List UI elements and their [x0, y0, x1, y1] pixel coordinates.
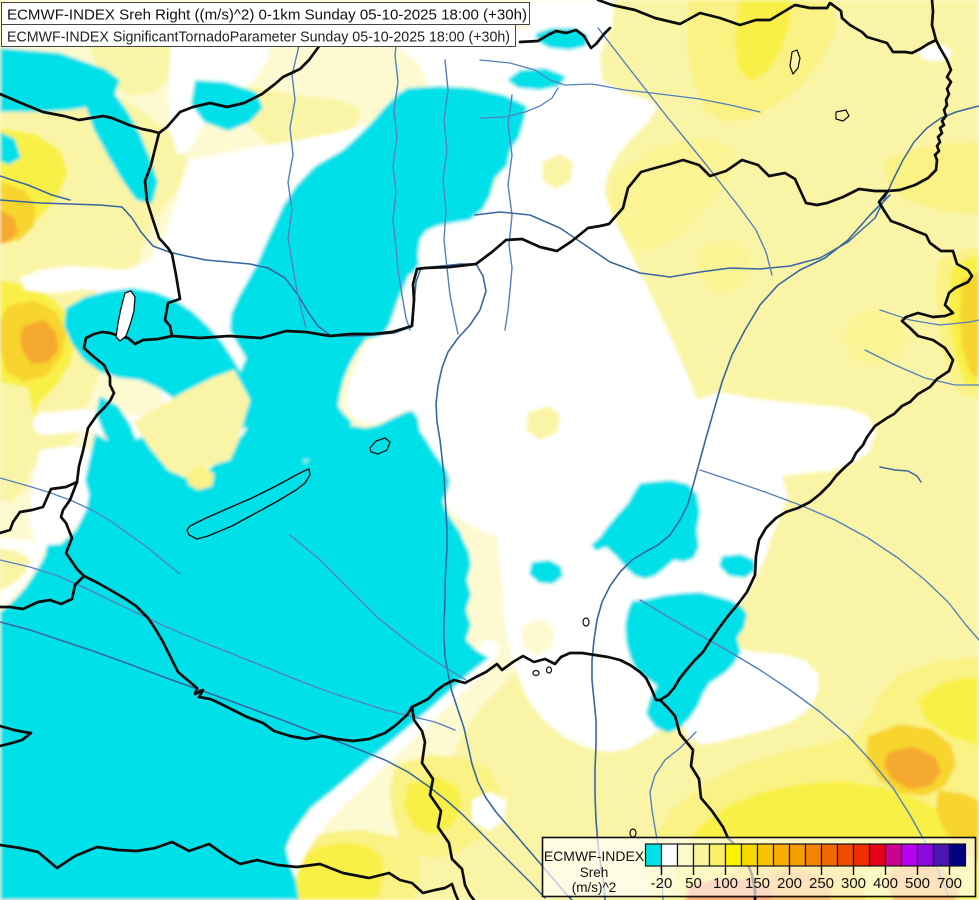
svg-text:ECMWF-INDEX Sreh Right ((m/s)^: ECMWF-INDEX Sreh Right ((m/s)^2) 0-1km S… — [7, 7, 527, 24]
svg-text:(m/s)^2: (m/s)^2 — [572, 880, 617, 895]
svg-text:Sreh: Sreh — [580, 865, 609, 880]
svg-text:ECMWF-INDEX: ECMWF-INDEX — [544, 848, 645, 864]
svg-text:300: 300 — [841, 875, 866, 892]
svg-text:400: 400 — [873, 875, 898, 892]
svg-text:250: 250 — [809, 875, 834, 892]
svg-text:700: 700 — [937, 875, 962, 892]
svg-text:100: 100 — [713, 875, 738, 892]
svg-text:150: 150 — [745, 875, 770, 892]
svg-text:50: 50 — [685, 875, 702, 892]
svg-text:ECMWF-INDEX SignificantTornado: ECMWF-INDEX SignificantTornadoParameter … — [7, 29, 510, 46]
svg-text:200: 200 — [777, 875, 802, 892]
svg-text:-20: -20 — [651, 875, 673, 892]
svg-text:500: 500 — [905, 875, 930, 892]
